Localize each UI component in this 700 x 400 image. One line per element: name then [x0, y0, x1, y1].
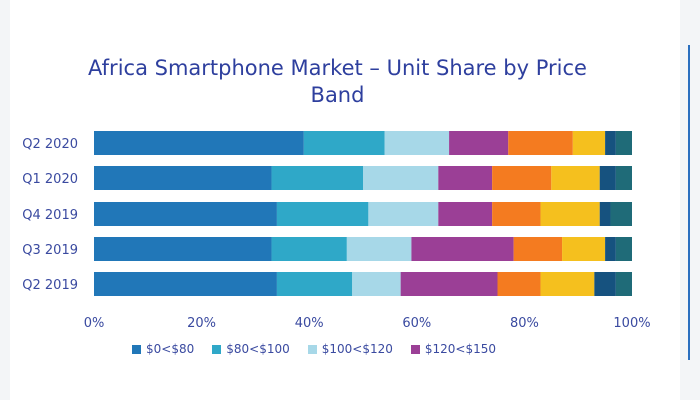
x-tick-label: 0% — [84, 316, 105, 331]
bar-segment — [508, 131, 573, 155]
bar-segment — [368, 202, 439, 226]
category-label: Q2 2020 — [22, 137, 78, 152]
legend-swatch — [132, 344, 141, 354]
bar-segment — [411, 237, 514, 261]
bar-segment — [94, 202, 277, 226]
bar-segment — [492, 202, 541, 226]
x-tick-label: 60% — [402, 316, 431, 331]
category-label: Q3 2019 — [22, 243, 78, 258]
x-tick-label: 100% — [613, 316, 650, 331]
bar-segment — [94, 166, 272, 190]
bar-segment — [276, 202, 369, 226]
chart-card — [10, 0, 680, 400]
bar-segment — [449, 131, 509, 155]
bar-segment — [492, 166, 552, 190]
x-tick-label: 20% — [187, 316, 216, 331]
bar-segment — [271, 166, 363, 190]
legend-item: $120<$150 — [410, 342, 497, 356]
bar-segment — [303, 131, 385, 155]
legend-item: $100<$120 — [307, 342, 393, 356]
chart-title: Africa Smartphone Market – Unit Share by… — [88, 56, 587, 107]
bar-segment — [271, 237, 347, 261]
bar-segment — [363, 166, 439, 190]
legend-swatch — [410, 344, 420, 354]
legend-swatch — [212, 344, 222, 354]
chart-legend: $0<$80 $80<$100 $100<$120 $120<$150 — [132, 342, 496, 356]
category-label: Q2 2019 — [22, 278, 78, 293]
bar-segment — [610, 202, 632, 226]
legend-label: $80<$100 — [226, 342, 290, 356]
legend-label: $100<$120 — [321, 342, 393, 356]
bar-segment — [540, 202, 600, 226]
bar-segment — [438, 166, 493, 190]
bar-segment — [572, 131, 606, 155]
bar-segment — [276, 272, 353, 296]
legend-item: $0<$80 — [132, 342, 194, 356]
bar-segment — [615, 272, 632, 296]
bar-segment — [497, 272, 541, 296]
bar-segment — [615, 237, 632, 261]
legend-swatch — [307, 344, 317, 354]
bar-segment — [594, 272, 616, 296]
bar-segment — [599, 166, 616, 190]
bar-segment — [615, 166, 632, 190]
bar-segment — [599, 202, 611, 226]
bar-segment — [438, 202, 493, 226]
bar-segment — [94, 131, 304, 155]
x-tick-label: 80% — [510, 316, 539, 331]
bar-segment — [94, 272, 277, 296]
bar-segment — [400, 272, 498, 296]
edge-divider — [688, 45, 690, 360]
x-tick-label: 40% — [295, 316, 324, 331]
legend-item: $80<$100 — [212, 342, 290, 356]
bar-segment — [605, 131, 616, 155]
bar-segment — [346, 237, 412, 261]
bar-segment — [615, 131, 632, 155]
bar-segment — [551, 166, 600, 190]
bar-segment — [384, 131, 450, 155]
legend-label: $120<$150 — [424, 342, 497, 356]
bar-segment — [94, 237, 272, 261]
bar-segment — [352, 272, 401, 296]
bar-segment — [605, 237, 616, 261]
legend-label: $0<$80 — [146, 342, 195, 356]
bar-segment — [540, 272, 595, 296]
category-label: Q1 2020 — [22, 172, 78, 187]
bar-segment — [562, 237, 606, 261]
category-label: Q4 2019 — [22, 208, 78, 223]
bar-segment — [513, 237, 563, 261]
